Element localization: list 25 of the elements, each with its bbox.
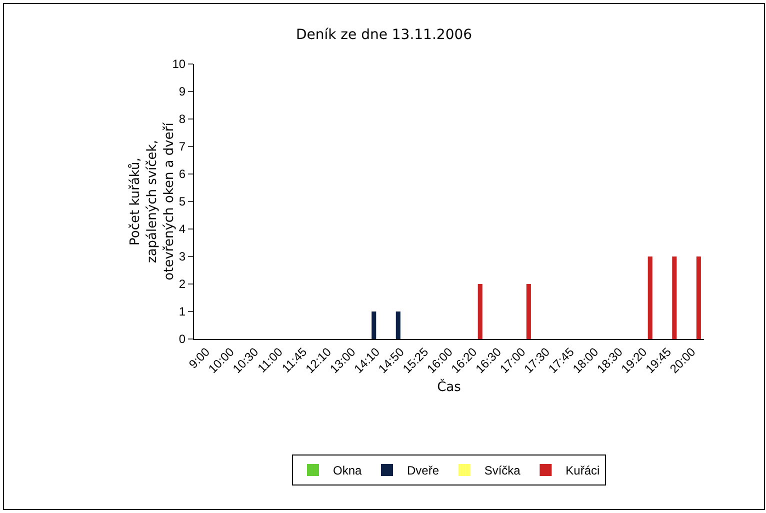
bar [526,284,531,339]
bar [478,284,482,339]
bar [672,256,677,339]
y-tick-label: 5 [178,194,186,209]
legend-label: Kuřáci [566,464,600,478]
x-axis-title: Čas [437,378,462,395]
y-tick-label: 4 [178,222,186,236]
y-tick-label: 1 [178,304,186,319]
bar [372,312,376,339]
y-axis-title: Počet kuřáků, zapálených svíček, otevřených oken a dveří [127,122,177,280]
legend-label: Svíčka [484,464,521,478]
y-tick-label: 9 [178,84,186,99]
y-tick-label: 6 [178,167,186,182]
bar [396,312,400,339]
bar [696,256,701,339]
legend-label: Okna [333,464,362,478]
y-tick-label: 0 [178,332,186,346]
y-tick-label: 8 [178,112,186,126]
y-tick-label: 10 [172,57,186,72]
legend-label: Dveře [407,464,440,478]
y-tick-label: 7 [178,140,186,154]
y-tick-label: 3 [178,250,186,264]
chart-title: Deník ze dne 13.11.2006 [296,27,472,44]
bar [648,256,652,339]
y-tick-label: 2 [178,277,186,292]
